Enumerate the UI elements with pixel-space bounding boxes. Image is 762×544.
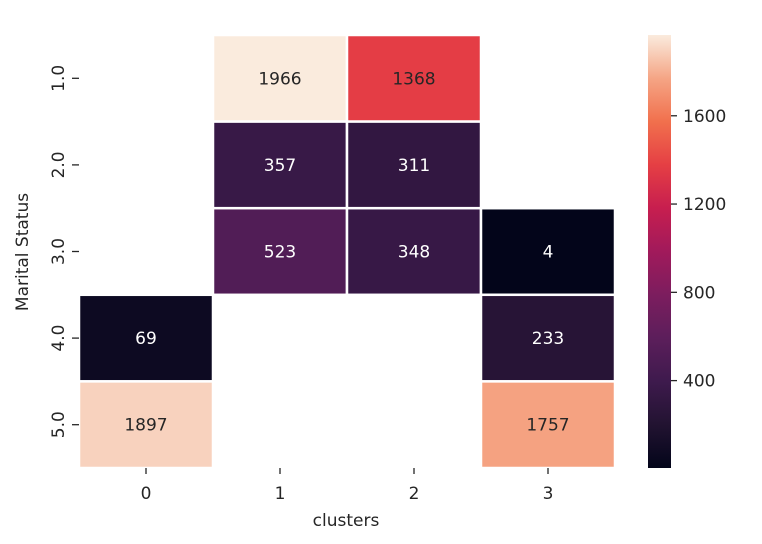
heatmap-cell — [479, 380, 617, 470]
heatmap-cell — [345, 206, 483, 297]
cell-value-label: 357 — [264, 156, 296, 176]
cell-value-label: 311 — [398, 156, 430, 176]
colorbar-tick-label: 1600 — [683, 107, 726, 127]
colorbar-tick-label: 1200 — [683, 195, 726, 215]
cell-value-label: 233 — [532, 329, 564, 349]
y-tick-label: 4.0 — [49, 325, 69, 352]
y-tick-label: 3.0 — [49, 238, 69, 265]
cell-value-label: 1966 — [258, 69, 301, 89]
heatmap-cell — [211, 206, 349, 297]
x-tick-label: 0 — [141, 484, 152, 504]
colorbar-tick-label: 400 — [683, 372, 715, 392]
heatmap-cells: 1966 1368 357 311 523 348 4 69 233 1897 1757 — [77, 33, 617, 470]
y-axis-label: Marital Status — [13, 193, 33, 311]
colorbar — [648, 35, 671, 468]
cell-value-label: 4 — [543, 243, 554, 263]
cell-value-label: 69 — [135, 329, 157, 349]
cell-value-label: 523 — [264, 243, 296, 263]
colorbar-ticks: 400 800 1200 1600 — [671, 107, 726, 392]
x-tick-label: 1 — [275, 484, 286, 504]
heatmap-cell — [345, 120, 483, 210]
cell-value-label: 348 — [398, 243, 430, 263]
y-tick-label: 5.0 — [49, 411, 69, 438]
cell-value-label: 1757 — [526, 416, 569, 436]
y-tick-label: 2.0 — [49, 151, 69, 178]
x-tick-label: 2 — [409, 484, 420, 504]
y-axis-ticks: 1.0 2.0 3.0 4.0 5.0 — [49, 65, 79, 438]
heatmap-cell — [211, 33, 349, 123]
x-tick-label: 3 — [543, 484, 554, 504]
y-tick-label: 1.0 — [49, 65, 69, 92]
cell-value-label: 1897 — [124, 416, 167, 436]
colorbar-tick-label: 800 — [683, 283, 715, 303]
heatmap-cell — [77, 380, 215, 470]
x-axis-label: clusters — [313, 511, 380, 531]
x-axis-ticks: 0 1 2 3 — [141, 468, 554, 504]
cell-value-label: 1368 — [392, 69, 435, 89]
heatmap-cell — [345, 33, 483, 123]
